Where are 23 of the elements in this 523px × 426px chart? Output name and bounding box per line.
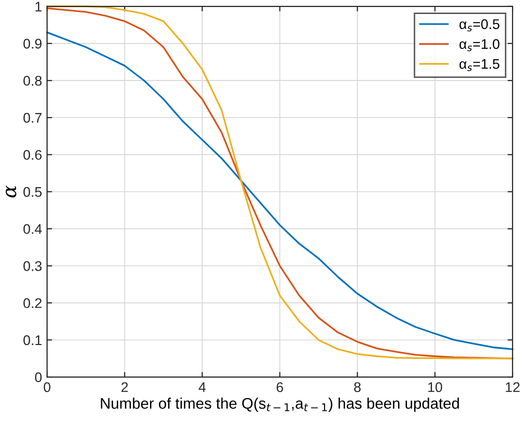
x-axis-title: Number of times the Q(s$_{t−1}$,a$_{t−1}$) has been updated (100, 398, 459, 412)
y-axis-title: α (6, 186, 16, 198)
y-tick-label: 0.5 (23, 187, 42, 197)
y-tick-label: 0.6 (23, 150, 42, 160)
legend-label: α$_{s}$=1.5 (460, 59, 500, 72)
x-tick-label: 12 (506, 382, 520, 392)
y-tick-label: 0.9 (23, 38, 42, 49)
y-tick-label: 0.1 (23, 335, 42, 346)
y-tick-label: 0 (35, 372, 42, 382)
x-tick-label: 10 (428, 382, 442, 392)
legend-label: α$_{s}$=1.0 (460, 39, 500, 52)
x-tick-label: 4 (198, 382, 206, 392)
y-tick-label: 0.8 (23, 76, 42, 86)
y-tick-label: 0.3 (23, 261, 42, 271)
x-tick-label: 0 (44, 382, 50, 392)
legend-label: α$_{s}$=0.5 (460, 19, 500, 32)
y-tick-label: 0.4 (23, 224, 42, 234)
y-tick-label: 0.7 (23, 112, 42, 123)
y-tick-label: 1 (36, 2, 42, 12)
x-tick-label: 8 (354, 382, 361, 392)
x-tick-label: 6 (276, 382, 284, 392)
x-tick-label: 2 (121, 382, 128, 392)
y-tick-label: 0.2 (23, 298, 42, 308)
